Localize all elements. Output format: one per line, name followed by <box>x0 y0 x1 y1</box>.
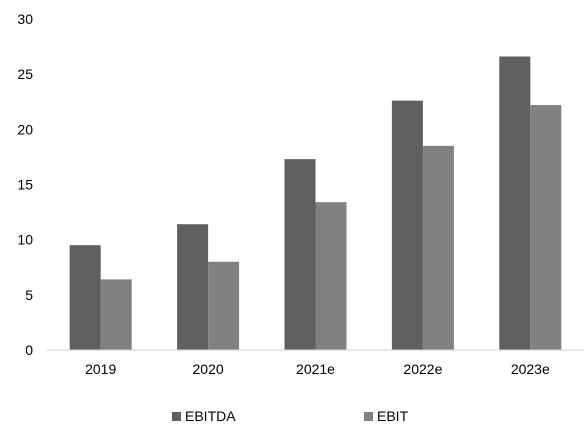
y-tick-label: 25 <box>17 66 33 82</box>
y-axis-tick-labels: 0 5 10 15 20 25 30 <box>17 11 33 358</box>
legend: EBITDA EBIT <box>172 408 409 424</box>
legend-swatch-ebitda <box>172 412 181 421</box>
bar-ebit-2019 <box>100 279 132 350</box>
y-tick-label: 5 <box>25 287 33 303</box>
legend-label-ebitda: EBITDA <box>185 408 236 424</box>
y-tick-label: 30 <box>17 11 33 27</box>
bar-ebitda-2022e <box>391 100 423 350</box>
bar-ebitda-2019 <box>69 245 101 350</box>
y-tick-label: 15 <box>17 177 33 193</box>
legend-label-ebit: EBIT <box>377 408 409 424</box>
bar-ebitda-2023e <box>499 56 531 350</box>
y-tick-label: 0 <box>25 342 33 358</box>
y-tick-label: 20 <box>17 121 33 137</box>
x-tick-label: 2022e <box>403 361 442 377</box>
bar-ebit-2023e <box>530 105 562 350</box>
legend-swatch-ebit <box>364 412 373 421</box>
bar-series-group <box>69 56 562 350</box>
bar-ebit-2020 <box>208 261 240 350</box>
bar-ebitda-2020 <box>177 224 209 350</box>
x-tick-label: 2023e <box>511 361 550 377</box>
x-tick-label: 2021e <box>296 361 335 377</box>
bar-ebit-2022e <box>422 145 454 350</box>
y-tick-label: 10 <box>17 232 33 248</box>
x-tick-label: 2019 <box>85 361 116 377</box>
bar-ebit-2021e <box>315 202 347 350</box>
x-axis-tick-labels: 2019 2020 2021e 2022e 2023e <box>85 361 550 377</box>
bar-ebitda-2021e <box>284 159 316 350</box>
x-tick-label: 2020 <box>193 361 224 377</box>
